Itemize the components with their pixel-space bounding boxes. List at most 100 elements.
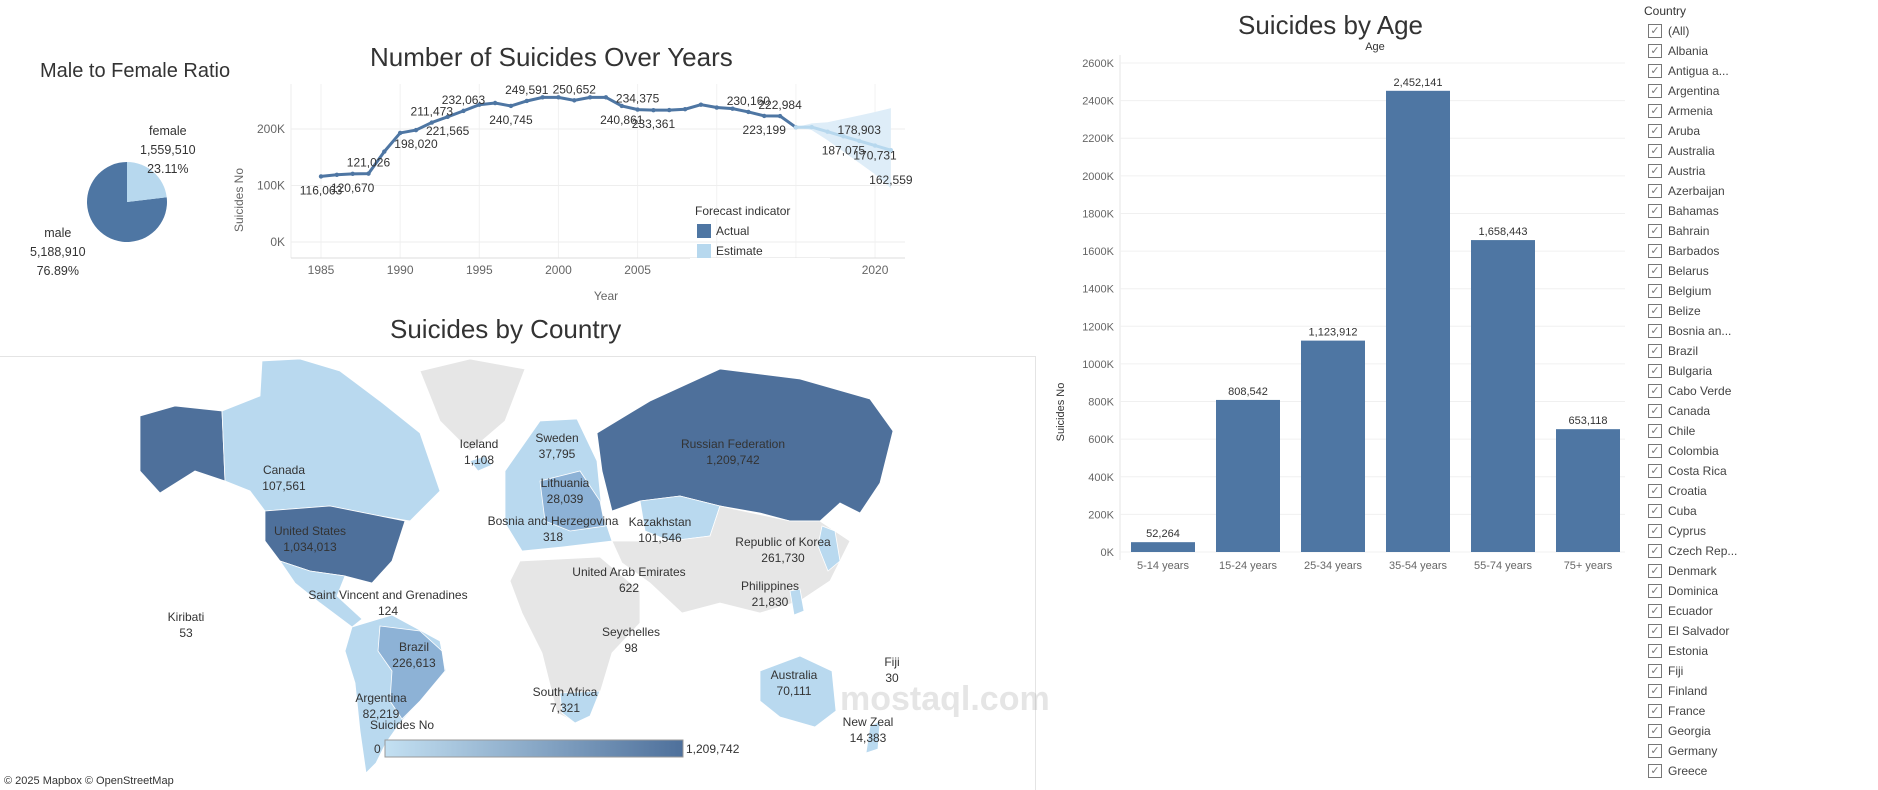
checkbox-checked-icon[interactable]: ✓ [1648, 724, 1662, 738]
checkbox-checked-icon[interactable]: ✓ [1648, 244, 1662, 258]
checkbox-checked-icon[interactable]: ✓ [1648, 84, 1662, 98]
checkbox-checked-icon[interactable]: ✓ [1648, 284, 1662, 298]
data-point[interactable] [445, 114, 450, 120]
filter-item[interactable]: ✓ Bahamas [1648, 201, 1719, 221]
data-point[interactable] [413, 127, 419, 133]
data-point[interactable] [350, 171, 355, 177]
data-point[interactable] [540, 95, 545, 100]
south-africa[interactable] [559, 690, 601, 724]
bar-5-14-years[interactable] [1131, 542, 1195, 552]
checkbox-checked-icon[interactable]: ✓ [1648, 604, 1662, 618]
new-zealand[interactable] [865, 720, 881, 754]
filter-item[interactable]: ✓ Belize [1648, 301, 1701, 321]
filter-item[interactable]: ✓ Albania [1648, 41, 1708, 61]
data-point[interactable] [587, 95, 593, 100]
checkbox-checked-icon[interactable]: ✓ [1648, 184, 1662, 198]
country-map[interactable]: Canada 107,561 United States 1,034,013 Icela… [0, 356, 1036, 790]
data-point[interactable] [667, 107, 672, 113]
bar-55-74-years[interactable] [1471, 240, 1535, 552]
bar-75-years[interactable] [1556, 429, 1620, 552]
filter-item[interactable]: ✓ Azerbaijan [1648, 181, 1725, 201]
data-point[interactable] [334, 172, 340, 177]
philippines[interactable] [789, 588, 805, 616]
checkbox-checked-icon[interactable]: ✓ [1648, 584, 1662, 598]
checkbox-checked-icon[interactable]: ✓ [1648, 364, 1662, 378]
filter-item[interactable]: ✓ Australia [1648, 141, 1715, 161]
bar-15-24-years[interactable] [1216, 399, 1280, 552]
checkbox-checked-icon[interactable]: ✓ [1648, 424, 1662, 438]
checkbox-checked-icon[interactable]: ✓ [1648, 304, 1662, 318]
filter-item[interactable]: ✓ Cabo Verde [1648, 381, 1731, 401]
data-point[interactable] [730, 106, 735, 111]
checkbox-checked-icon[interactable]: ✓ [1648, 44, 1662, 58]
data-point[interactable] [841, 134, 846, 139]
filter-item[interactable]: ✓ Colombia [1648, 441, 1719, 461]
map-copyright[interactable]: © 2025 Mapbox © OpenStreetMap [4, 775, 174, 787]
filter-item[interactable]: ✓ Costa Rica [1648, 461, 1727, 481]
filter-item[interactable]: ✓ Estonia [1648, 641, 1708, 661]
checkbox-checked-icon[interactable]: ✓ [1648, 524, 1662, 538]
checkbox-checked-icon[interactable]: ✓ [1648, 704, 1662, 718]
checkbox-checked-icon[interactable]: ✓ [1648, 684, 1662, 698]
data-point[interactable] [492, 100, 498, 106]
filter-item[interactable]: ✓ Argentina [1648, 81, 1719, 101]
filter-item[interactable]: ✓ Armenia [1648, 101, 1713, 121]
data-point[interactable] [777, 113, 783, 119]
checkbox-checked-icon[interactable]: ✓ [1648, 344, 1662, 358]
mexico-central-america[interactable] [279, 560, 363, 628]
united-states[interactable] [264, 505, 406, 584]
filter-item[interactable]: ✓ Fiji [1648, 661, 1683, 681]
filter-item[interactable]: ✓ Georgia [1648, 721, 1711, 741]
filter-item[interactable]: ✓ Cyprus [1648, 521, 1706, 541]
filter-item[interactable]: ✓ Aruba [1648, 121, 1700, 141]
data-point[interactable] [651, 107, 656, 113]
data-point[interactable] [397, 130, 403, 136]
pie-slice-female[interactable] [127, 162, 167, 202]
filter-item[interactable]: ✓ Bahrain [1648, 221, 1709, 241]
filter-item[interactable]: ✓ Chile [1648, 421, 1695, 441]
data-point[interactable] [809, 124, 814, 130]
checkbox-checked-icon[interactable]: ✓ [1648, 464, 1662, 478]
checkbox-checked-icon[interactable]: ✓ [1648, 144, 1662, 158]
data-point[interactable] [714, 105, 719, 110]
data-point[interactable] [682, 107, 688, 112]
bar-35-54-years[interactable] [1386, 90, 1450, 552]
data-point[interactable] [508, 103, 514, 109]
filter-item[interactable]: ✓ El Salvador [1648, 621, 1729, 641]
data-point[interactable] [603, 95, 609, 100]
filter-item[interactable]: ✓ Greece [1648, 761, 1707, 781]
filter-item[interactable]: ✓ France [1648, 701, 1705, 721]
filter-item[interactable]: ✓ Bosnia an... [1648, 321, 1731, 341]
data-point[interactable] [366, 171, 371, 176]
filter-item[interactable]: ✓ Croatia [1648, 481, 1707, 501]
data-point[interactable] [572, 98, 577, 103]
checkbox-checked-icon[interactable]: ✓ [1648, 484, 1662, 498]
data-point[interactable] [762, 113, 767, 119]
australia[interactable] [759, 655, 837, 728]
legend-item-estimate[interactable]: Estimate [716, 244, 763, 258]
filter-item[interactable]: ✓ Dominica [1648, 581, 1718, 601]
checkbox-checked-icon[interactable]: ✓ [1648, 564, 1662, 578]
checkbox-checked-icon[interactable]: ✓ [1648, 744, 1662, 758]
checkbox-checked-icon[interactable]: ✓ [1648, 404, 1662, 418]
data-point[interactable] [477, 102, 482, 107]
filter-item[interactable]: ✓ Belgium [1648, 281, 1711, 301]
filter-item[interactable]: ✓ Brazil [1648, 341, 1698, 361]
checkbox-checked-icon[interactable]: ✓ [1648, 324, 1662, 338]
checkbox-checked-icon[interactable]: ✓ [1648, 544, 1662, 558]
data-point[interactable] [524, 98, 529, 104]
data-point[interactable] [888, 147, 894, 153]
data-point[interactable] [825, 129, 830, 134]
filter-item[interactable]: ✓ Austria [1648, 161, 1705, 181]
checkbox-checked-icon[interactable]: ✓ [1648, 24, 1662, 38]
brazil[interactable] [377, 625, 446, 720]
filter-item[interactable]: ✓ Germany [1648, 741, 1717, 761]
data-point[interactable] [318, 174, 324, 179]
checkbox-checked-icon[interactable]: ✓ [1648, 224, 1662, 238]
data-point[interactable] [429, 120, 435, 125]
checkbox-checked-icon[interactable]: ✓ [1648, 164, 1662, 178]
filter-item[interactable]: ✓ Czech Rep... [1648, 541, 1737, 561]
data-point[interactable] [382, 149, 387, 154]
checkbox-checked-icon[interactable]: ✓ [1648, 624, 1662, 638]
checkbox-checked-icon[interactable]: ✓ [1648, 104, 1662, 118]
